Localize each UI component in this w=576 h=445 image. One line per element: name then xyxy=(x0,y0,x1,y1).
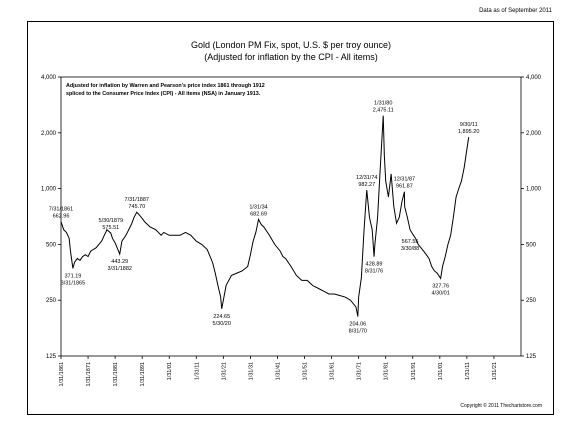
x-tick-label: 1/31/91 xyxy=(411,362,417,380)
annotation-label: 5/30/1879 575.51 xyxy=(99,218,123,231)
annotation-label: 567.55 3/30/88 xyxy=(401,239,419,252)
y-tick-label-right: 1,000 xyxy=(526,187,542,193)
annotation-label: 7/31/1861 662.96 xyxy=(49,207,73,220)
annotation-label: 327.76 4/30/01 xyxy=(431,283,449,296)
annotation-label: 1/31/80 2,475.11 xyxy=(373,101,394,114)
y-tick-label-right: 2,000 xyxy=(526,131,542,137)
note-line-2: spliced to the Consumer Price Index (CPI… xyxy=(66,91,261,97)
annotation-label: 224.65 5/30/20 xyxy=(213,314,231,327)
x-tick-label: 1/31/11 xyxy=(194,362,200,380)
annotation-label: 1/31/34 682.69 xyxy=(249,204,267,217)
y-tick-label-right: 125 xyxy=(526,354,537,360)
chart-frame: Gold (London PM Fix, spot, U.S. $ per tr… xyxy=(27,21,554,415)
x-tick-label: 1/31/01 xyxy=(438,362,444,380)
annotation-label: 428.89 8/31/76 xyxy=(365,262,383,275)
y-tick-label-right: 4,000 xyxy=(526,75,542,81)
annotation-label: 12/31/74 982.27 xyxy=(356,175,377,188)
x-tick-label: 1/31/1871 xyxy=(86,362,92,386)
x-tick-label: 1/31/71 xyxy=(357,362,363,380)
x-tick-label: 1/31/81 xyxy=(384,362,390,380)
x-tick-label: 1/31/61 xyxy=(330,362,336,380)
chart-title: Gold (London PM Fix, spot, U.S. $ per tr… xyxy=(191,40,391,50)
annotation-label: 12/31/87 961.87 xyxy=(394,177,415,190)
x-tick-label: 1/31/1891 xyxy=(140,362,146,386)
x-tick-label: 1/31/11 xyxy=(465,362,471,380)
y-tick-label-left: 250 xyxy=(46,298,57,304)
x-tick-label: 1/31/41 xyxy=(275,362,281,380)
x-tick-label: 1/31/01 xyxy=(167,362,173,380)
x-tick-label: 1/31/1861 xyxy=(59,362,65,386)
gold-inflation-chart: Gold (London PM Fix, spot, U.S. $ per tr… xyxy=(41,40,542,386)
chart-subtitle: (Adjusted for inflation by the CPI - All… xyxy=(204,52,378,62)
y-tick-label-right: 500 xyxy=(526,242,537,248)
x-tick-label: 1/31/21 xyxy=(221,362,227,380)
gold-price-line xyxy=(60,115,470,317)
y-tick-label-left: 1,000 xyxy=(41,187,57,193)
y-tick-label-left: 125 xyxy=(46,354,57,360)
y-tick-label-right: 250 xyxy=(526,298,537,304)
annotation-label: 443.29 3/31/1882 xyxy=(107,259,131,272)
x-tick-label: 1/31/31 xyxy=(248,362,254,380)
y-tick-label-left: 2,000 xyxy=(41,131,57,137)
note-line-1: Adjusted for inflation by Warren and Pea… xyxy=(66,83,265,89)
annotation-label: 7/31/1887 745.70 xyxy=(125,197,149,210)
x-tick-label: 1/31/21 xyxy=(492,362,498,380)
annotation-label: 204.06 8/31/70 xyxy=(349,322,367,335)
x-tick-label: 1/31/51 xyxy=(303,362,309,380)
copyright-label: Copyright © 2011 Thechartstore.com xyxy=(460,403,542,409)
x-tick-label: 1/31/1881 xyxy=(113,362,119,386)
data-as-of-label: Data as of September 2011 xyxy=(479,8,552,14)
y-tick-label-left: 500 xyxy=(46,242,57,248)
annotation-label: 9/30/11 1,895.20 xyxy=(458,122,479,135)
y-tick-label-left: 4,000 xyxy=(41,75,57,81)
plot-area xyxy=(60,76,522,357)
annotation-label: 371.19 3/31/1865 xyxy=(61,273,85,286)
